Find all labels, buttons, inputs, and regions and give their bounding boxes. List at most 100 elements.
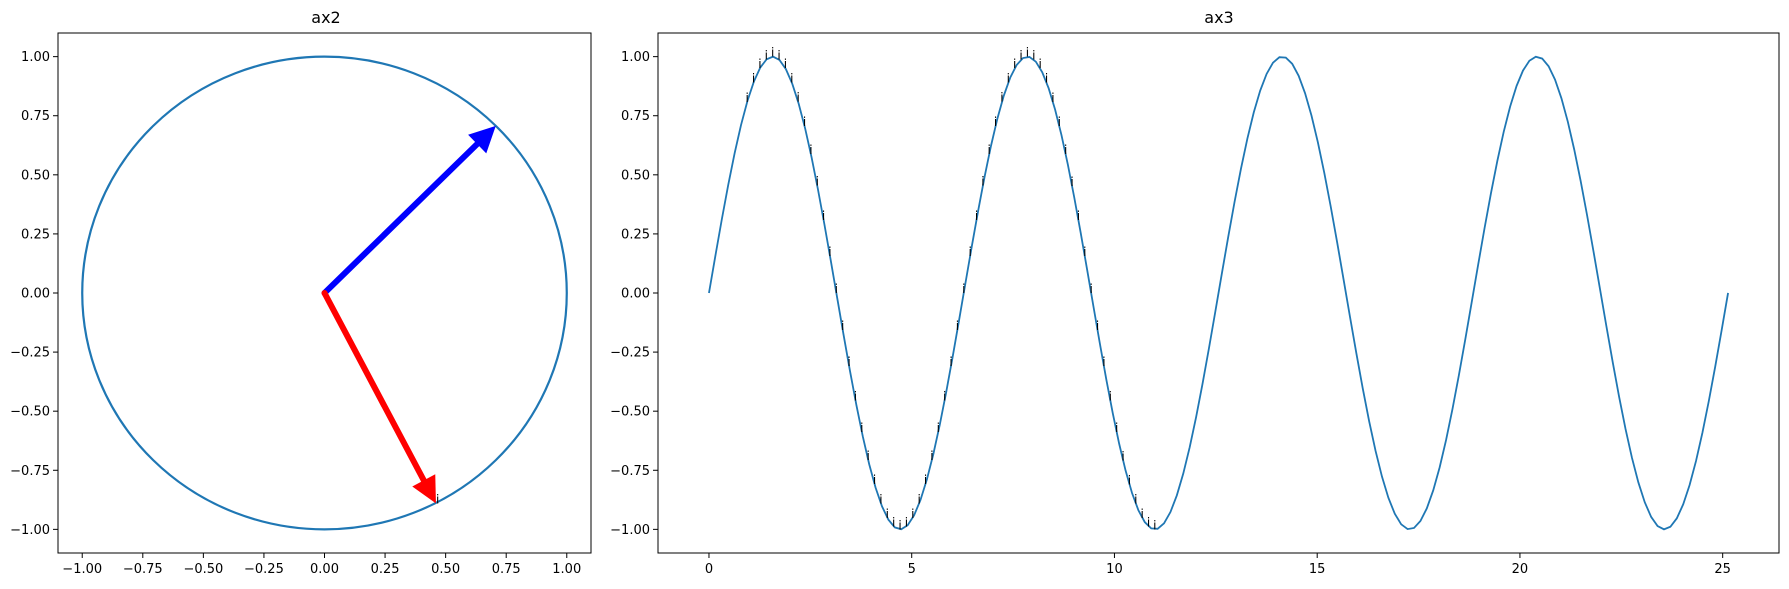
annotation-i: i — [765, 49, 768, 63]
annotation-i: i — [1007, 71, 1010, 85]
annotation-i: i — [1032, 49, 1035, 63]
ax3-1-ytick-label: 0.00 — [621, 287, 650, 302]
ax3-1-xtick-label: 10 — [1106, 562, 1123, 577]
ax2-0-ytick-label: 0.50 — [21, 168, 50, 183]
annotation-i: i — [1045, 71, 1048, 85]
annotation-i: i — [1089, 282, 1092, 296]
annotation-i: i — [1102, 355, 1105, 369]
ax2-0-ytick-label: 0.25 — [21, 227, 50, 242]
ax2-0-ytick-label: 0.00 — [21, 287, 50, 302]
ax3-1-ytick-label: 0.75 — [621, 109, 650, 124]
ax2-0-ytick-label: −0.25 — [10, 346, 50, 361]
annotation-i: i — [784, 57, 787, 71]
ax2-0-xtick-label: −0.25 — [244, 562, 284, 577]
annotation-i: i — [1115, 421, 1118, 435]
ax3-1-ytick-label: −0.75 — [610, 464, 650, 479]
ax2-0-xtick-label: 0.50 — [431, 562, 460, 577]
annotation-i: i — [1039, 57, 1042, 71]
annotation-i: i — [873, 473, 876, 487]
annotation-i: i — [886, 507, 889, 521]
annotation-i: i — [777, 49, 780, 63]
annotation-i: i — [943, 389, 946, 403]
ax3-1-xtick-label: 20 — [1512, 562, 1529, 577]
annotation-i: i — [924, 473, 927, 487]
annotation-i: i — [911, 507, 914, 521]
arrow-red-head — [412, 474, 436, 504]
annotation-i: i — [1070, 175, 1073, 189]
annotation-i: i — [816, 175, 819, 189]
chart-ax2: ax2 i −1.00 −0.75 −0.50 −0.25 0.00 0.25 0.50 0.… — [10, 8, 592, 577]
ax2-0-ytick-label: 1.00 — [21, 50, 50, 65]
annotation-i: i — [796, 91, 799, 105]
chart-title-ax3: ax3 — [1204, 8, 1233, 27]
arrow-red-shaft — [321, 290, 428, 486]
ax2-0-ytick-label: −0.75 — [10, 464, 50, 479]
annotation-i: i — [835, 282, 838, 296]
ax3-1-xtick-label: 5 — [908, 562, 916, 577]
ax3-1-ytick-label: 0.50 — [621, 168, 650, 183]
annotation-i: i — [1019, 49, 1022, 63]
annotation-i: i — [937, 421, 940, 435]
annotation-i: i — [930, 449, 933, 463]
annotation-i: i — [956, 319, 959, 333]
series-sine — [708, 55, 1729, 531]
annotation-i: i — [962, 282, 965, 296]
annotation-i: i — [1109, 389, 1112, 403]
annotation-i: i — [1134, 493, 1137, 507]
annotation-i: i — [1058, 115, 1061, 129]
annotation-i: i — [898, 518, 901, 532]
annotation-i: i — [968, 245, 971, 259]
annotation-i: i — [1128, 473, 1131, 487]
annotation-i: i — [1013, 57, 1016, 71]
annotation-i: i — [1077, 209, 1080, 223]
ax2-0-ytick-label: −0.50 — [10, 405, 50, 420]
ax3-1-xtick-label: 25 — [1714, 562, 1731, 577]
ax2-0-xtick-label: −1.00 — [62, 562, 102, 577]
annotation-i: i — [867, 449, 870, 463]
arrow-blue-shaft — [321, 139, 482, 296]
ax3-1-ytick-label: 0.25 — [621, 227, 650, 242]
ax2-0-xtick-label: 0.25 — [371, 562, 400, 577]
ax3-1-xtick-label: 0 — [705, 562, 713, 577]
annotation-i: i — [879, 493, 882, 507]
arrow-blue — [321, 125, 496, 296]
annotation-i: i — [1140, 507, 1143, 521]
ax2-0-xtick-label: −0.75 — [123, 562, 163, 577]
annotation-i: i — [1083, 245, 1086, 259]
annotation-i: i — [1096, 319, 1099, 333]
annotation-i: i — [758, 57, 761, 71]
ax3-1-ytick-label: −0.25 — [610, 346, 650, 361]
annotation-i: i — [917, 493, 920, 507]
plot-area-ax2: i — [81, 55, 568, 531]
annotation-i: i — [809, 143, 812, 157]
arrow-blue-head — [468, 125, 496, 154]
ax3-1-xtick-label: 15 — [1309, 562, 1326, 577]
annotation-i: i — [905, 515, 908, 529]
annotation-i: i — [745, 91, 748, 105]
ax2-0-ytick-label: 0.75 — [21, 109, 50, 124]
annotation-i: i — [771, 46, 774, 60]
annotation-i: i — [1051, 91, 1054, 105]
annotation-i: i — [847, 355, 850, 369]
annotation-i: i — [1153, 518, 1156, 532]
annotation-i: i — [975, 209, 978, 223]
annotation-i: i — [981, 175, 984, 189]
ax3-1-ytick-label: −0.50 — [610, 405, 650, 420]
ax2-0-xtick-label: 0.75 — [492, 562, 521, 577]
axes-frame-ax3 — [657, 32, 1780, 554]
annotation-i: i — [949, 355, 952, 369]
annotation-i: i — [841, 319, 844, 333]
annotation-i: i — [1000, 91, 1003, 105]
ax2-0-xtick-label: −0.50 — [183, 562, 223, 577]
annotation-i: i — [790, 71, 793, 85]
axes-frame-ax2 — [57, 32, 592, 554]
arrow-red — [321, 290, 436, 504]
annotation-i: i — [822, 209, 825, 223]
ax3-1-ytick-label: 1.00 — [621, 50, 650, 65]
annotation-i: i — [860, 421, 863, 435]
annotation-i: i — [803, 115, 806, 129]
